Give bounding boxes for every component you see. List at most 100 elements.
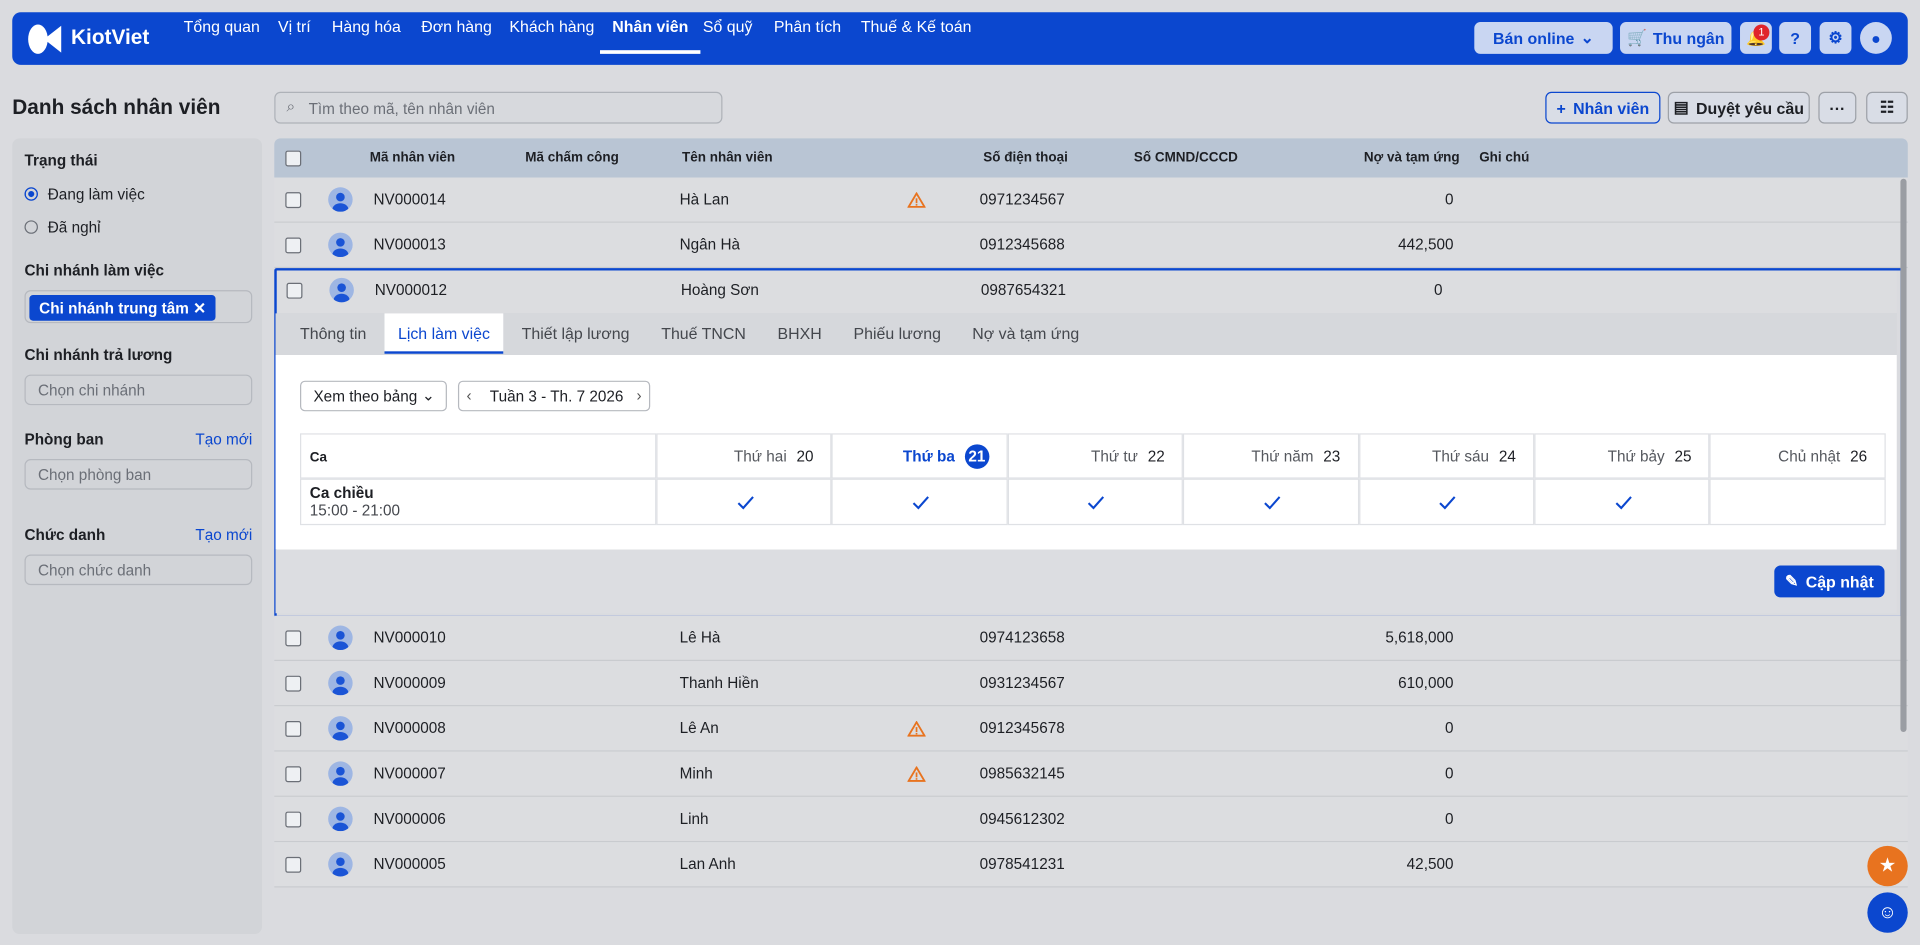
phone: 0912345678 — [979, 719, 1065, 737]
position-select[interactable]: Chọn chức danh — [24, 554, 253, 586]
table-row[interactable]: NV000014 Hà Lan 0971234567 0 — [274, 177, 1908, 223]
support-button[interactable]: ☺ — [1867, 892, 1908, 933]
row-checkbox[interactable] — [285, 766, 302, 783]
week-picker[interactable]: Tuần 3 - Th. 7 2026 ‹ › — [457, 380, 651, 412]
detail-tab[interactable]: Thiết lập lương — [521, 324, 630, 343]
cashier-button[interactable]: 🛒 Thu ngân — [1620, 22, 1732, 54]
schedule-corner: Ca — [300, 433, 657, 479]
shift-day[interactable] — [1534, 478, 1710, 526]
nav-item[interactable]: Tổng quan — [183, 17, 260, 36]
nav-item[interactable]: Khách hàng — [509, 17, 595, 36]
nav-item[interactable]: Vị trí — [277, 17, 311, 36]
add-employee-button[interactable]: + Nhân viên — [1545, 91, 1661, 124]
shift-day[interactable] — [1007, 478, 1184, 526]
settings-button[interactable]: ⚙ — [1819, 22, 1852, 54]
cashier-label[interactable]: Thu ngân — [1652, 28, 1725, 48]
table-row[interactable]: NV000006 Linh 0945612302 0 — [274, 796, 1908, 843]
warning-icon — [906, 720, 927, 737]
week-label[interactable]: Tuần 3 - Th. 7 2026 — [489, 388, 624, 406]
nav-item[interactable]: Thuế & Kế toán — [860, 17, 972, 36]
detail-tab[interactable]: Lịch làm việc — [384, 313, 504, 354]
table-row[interactable]: NV000008 Lê An 0912345678 0 — [274, 706, 1908, 752]
select-all-checkbox[interactable] — [285, 150, 302, 167]
row-checkbox[interactable] — [285, 192, 302, 209]
branch-tag-label[interactable]: Chi nhánh trung tâm — [39, 299, 189, 318]
table-row[interactable]: NV000005 Lan Anh 0978541231 42,500 — [274, 842, 1908, 888]
nav-item[interactable]: Hàng hóa — [331, 17, 401, 36]
row-checkbox[interactable] — [285, 811, 302, 828]
view-select[interactable]: Xem theo bảng ⌄ — [300, 380, 447, 412]
approve-label[interactable]: Duyệt yêu cầu — [1696, 98, 1804, 117]
account-button[interactable]: ● — [1860, 22, 1892, 54]
next: › — [636, 386, 642, 404]
nav-item[interactable]: Nhân viên — [612, 17, 689, 36]
filter-title: Phòng ban — [24, 430, 104, 449]
shift-day[interactable] — [1358, 478, 1535, 526]
branch-tag[interactable]: Chi nhánh trung tâm ✕ — [29, 295, 216, 321]
detail-tab[interactable]: Phiếu lương — [853, 324, 941, 343]
shift-day[interactable] — [656, 478, 832, 526]
update-label[interactable]: Cập nhật — [1805, 572, 1874, 591]
avatar — [333, 283, 350, 303]
pencil: ✎ — [1784, 571, 1799, 591]
create-link[interactable]: Tạo mới — [195, 430, 253, 449]
radio[interactable] — [24, 187, 38, 201]
view-label[interactable]: Xem theo bảng — [313, 388, 418, 406]
search-box[interactable]: Tìm theo mã, tên nhân viên ⌕ — [274, 91, 723, 124]
update-button[interactable]: ✎ Cập nhật — [1774, 565, 1885, 598]
nav-item[interactable]: Sổ quỹ — [702, 17, 753, 36]
radio-label[interactable]: Đang làm việc — [47, 186, 145, 204]
prev: ‹ — [466, 386, 472, 404]
create-link[interactable]: Tạo mới — [195, 526, 253, 544]
pay-branch-select[interactable]: Chọn chi nhánh — [24, 374, 253, 406]
detail-tab[interactable]: BHXH — [777, 324, 822, 343]
row-checkbox[interactable] — [285, 237, 302, 254]
nav-item[interactable]: Phân tích — [773, 17, 842, 36]
approve-button[interactable]: ▤ Duyệt yêu cầu — [1667, 91, 1810, 124]
debt: 0 — [1444, 719, 1454, 737]
table-row[interactable]: NV000009 Thanh Hiền 0931234567 610,000 — [274, 661, 1908, 707]
nav-item[interactable]: Đơn hàng — [421, 17, 492, 36]
row-checkbox[interactable] — [285, 675, 302, 692]
day-name: Thứ ba — [902, 447, 955, 465]
shift-name: Ca chiều — [309, 484, 374, 502]
radio-label[interactable]: Đã nghỉ — [47, 219, 101, 237]
detail-tab[interactable]: Nợ và tạm ứng — [972, 324, 1080, 343]
help-button[interactable]: ? — [1779, 22, 1812, 54]
check-icon — [1088, 496, 1105, 514]
table-row[interactable]: NV000010 Lê Hà 0974123658 5,618,000 — [274, 615, 1908, 662]
day-header: Thứ hai 20 — [656, 433, 832, 479]
search-placeholder[interactable]: Tìm theo mã, tên nhân viên — [308, 100, 495, 118]
radio[interactable] — [24, 220, 38, 234]
employee-code: NV000007 — [373, 765, 446, 783]
avatar — [332, 631, 349, 650]
shift-day[interactable] — [1183, 478, 1359, 526]
table-row[interactable]: NV000012 Hoàng Sơn 0987654321 0 — [275, 268, 1897, 315]
detail-tab[interactable]: Thông tin — [300, 324, 367, 343]
shift-day[interactable] — [831, 478, 1008, 526]
row-checkbox[interactable] — [285, 720, 302, 737]
check-icon — [1439, 496, 1456, 514]
favorite-button[interactable]: ★ — [1867, 845, 1908, 887]
row-checkbox[interactable] — [285, 856, 302, 873]
avatar — [332, 766, 349, 786]
table-row[interactable]: NV000007 Minh 0985632145 0 — [274, 751, 1908, 797]
shift-day[interactable] — [1709, 478, 1886, 526]
avatar — [328, 716, 353, 741]
branch-select[interactable]: Chi nhánh trung tâm ✕ — [24, 290, 253, 324]
columns-button[interactable]: ☷ — [1866, 91, 1908, 124]
department-select[interactable]: Chọn phòng ban — [24, 459, 253, 490]
online-label[interactable]: Bán online — [1493, 28, 1575, 48]
shift-time: 15:00 - 21:00 — [309, 501, 401, 520]
row-checkbox[interactable] — [285, 630, 302, 647]
phone: 0987654321 — [980, 281, 1066, 299]
add-label[interactable]: Nhân viên — [1573, 98, 1650, 117]
row-checkbox[interactable] — [286, 282, 303, 299]
table-row[interactable]: NV000013 Ngân Hà 0912345688 442,500 — [274, 222, 1908, 269]
employee-name: Lan Anh — [679, 855, 736, 873]
detail-tab[interactable]: Thuế TNCN — [661, 324, 746, 343]
online-button[interactable]: Bán online ⌄ — [1474, 22, 1613, 54]
page-title: Danh sách nhân viên — [12, 95, 221, 119]
more-button[interactable]: ··· — [1818, 91, 1857, 124]
